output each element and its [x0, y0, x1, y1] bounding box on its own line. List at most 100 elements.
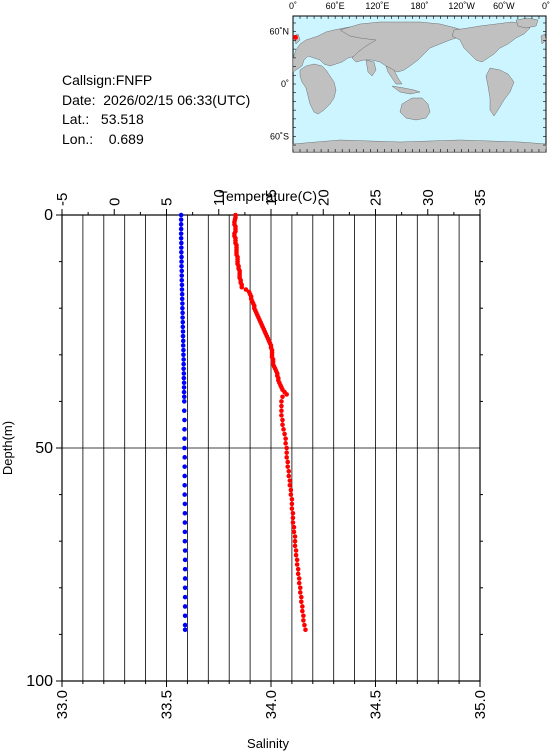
salinity-point	[182, 464, 187, 469]
temperature-point	[297, 590, 303, 595]
temperature-point	[296, 576, 302, 581]
salinity-tick-label: 33.5	[159, 690, 176, 719]
temperature-point	[299, 594, 304, 600]
salinity-point	[180, 315, 185, 320]
temperature-tick-label: 15	[263, 189, 280, 206]
temperature-point	[283, 441, 288, 446]
salinity-point	[182, 585, 188, 591]
salinity-point	[181, 408, 187, 414]
temperature-point	[296, 580, 302, 586]
temperature-point	[303, 627, 308, 633]
callsign-text: Callsign:FNFP	[62, 72, 153, 88]
salinity-point	[182, 576, 188, 581]
salinity-point	[179, 263, 184, 269]
map-lat-label: 60˚S	[270, 131, 289, 141]
salinity-point	[181, 380, 187, 386]
salinity-point	[180, 343, 186, 348]
salinity-point	[179, 287, 185, 292]
map-tick-marks	[292, 16, 547, 152]
map-lon-label: 60˚W	[493, 1, 515, 11]
temperature-point	[293, 548, 299, 553]
salinity-point	[179, 259, 184, 264]
salinity-point	[179, 282, 185, 288]
date-text: Date: 2026/02/15 06:33(UTC)	[62, 91, 251, 108]
temperature-point	[284, 450, 289, 455]
map-lon-label: 0˚	[289, 1, 297, 11]
salinity-point	[180, 333, 186, 339]
map-lat-label: 60˚N	[269, 27, 289, 37]
temperature-axis-label: Temperature(C)	[219, 188, 317, 204]
profile-chart: -5 0 5 10 15 20 25 30 35 33.0 33.5 34.0 34.5 35.0 05…	[0, 188, 489, 751]
land-australia	[399, 97, 431, 121]
salinity-point	[179, 291, 185, 297]
temperature-point	[290, 520, 296, 525]
temperature-point	[279, 413, 284, 418]
land-asia	[339, 21, 469, 73]
temperature-series	[232, 212, 308, 633]
salinity-point	[178, 226, 184, 232]
map-lon-label: 120˚E	[365, 1, 389, 11]
map-latitude-labels: 60˚N 0˚ 60˚S	[269, 27, 289, 142]
station-marker	[292, 34, 298, 40]
temperature-point	[287, 482, 293, 488]
temperature-point	[291, 529, 297, 535]
salinity-point	[182, 455, 187, 460]
temperature-point	[289, 501, 295, 507]
temperature-point	[301, 613, 306, 619]
salinity-point	[181, 352, 186, 358]
temperature-point	[282, 431, 287, 437]
temperature-point	[289, 496, 295, 502]
salinity-axis-label: Salinity	[247, 736, 289, 751]
temperature-tick-label: 5	[159, 198, 176, 206]
salinity-point	[181, 385, 187, 390]
salinity-point	[182, 538, 188, 544]
salinity-tick-label: 34.0	[263, 690, 280, 719]
salinity-point	[180, 324, 186, 330]
map-lon-label: 180˚	[410, 1, 428, 11]
salinity-point	[182, 520, 188, 525]
salinity-point	[181, 357, 186, 362]
station-info: Callsign:FNFP Date: 2026/02/15 06:33(UTC…	[62, 71, 250, 149]
salinity-point	[178, 231, 184, 236]
temperature-point	[280, 417, 285, 423]
salinity-point	[178, 236, 184, 241]
chart-grid	[62, 215, 480, 681]
depth-tick-label: 100	[26, 673, 53, 690]
map-longitude-labels: 0˚ 60˚E 120˚E 180˚ 120˚W 60˚W 0˚	[289, 1, 550, 11]
salinity-point	[179, 240, 184, 246]
temperature-point	[288, 492, 294, 497]
temperature-point	[294, 557, 300, 563]
longitude-text: Lon.: 0.689	[62, 130, 144, 147]
temperature-point	[286, 469, 292, 474]
temperature-point	[300, 604, 305, 609]
salinity-point	[181, 375, 187, 381]
land-indonesia	[391, 85, 421, 95]
temperature-point	[299, 599, 304, 605]
salinity-tick-label: 35.0	[472, 690, 489, 719]
salinity-point	[178, 212, 184, 218]
salinity-point	[179, 277, 185, 283]
map-lat-label: 0˚	[281, 79, 289, 89]
land-india-seasia	[365, 59, 403, 85]
salinity-point	[179, 245, 184, 250]
temperature-point	[279, 408, 284, 414]
salinity-point	[178, 222, 184, 227]
salinity-point	[182, 604, 188, 609]
temperature-point	[294, 562, 300, 567]
salinity-point	[182, 417, 187, 423]
depth-tick-label: 0	[44, 207, 53, 224]
temperature-tick-label: 30	[420, 189, 437, 206]
depth-tick-label: 50	[35, 440, 53, 457]
temperature-point	[284, 392, 289, 397]
land-south-america	[485, 67, 515, 117]
salinity-tick-label: 33.0	[54, 690, 71, 719]
salinity-point	[180, 310, 185, 316]
salinity-point	[179, 296, 185, 302]
temperature-point	[285, 459, 291, 465]
temperature-point	[285, 464, 291, 469]
temperature-point	[243, 287, 249, 292]
temperature-point	[290, 515, 296, 521]
salinity-point	[181, 399, 187, 404]
salinity-point	[182, 566, 188, 572]
latitude-text: Lat.: 53.518	[62, 111, 144, 127]
